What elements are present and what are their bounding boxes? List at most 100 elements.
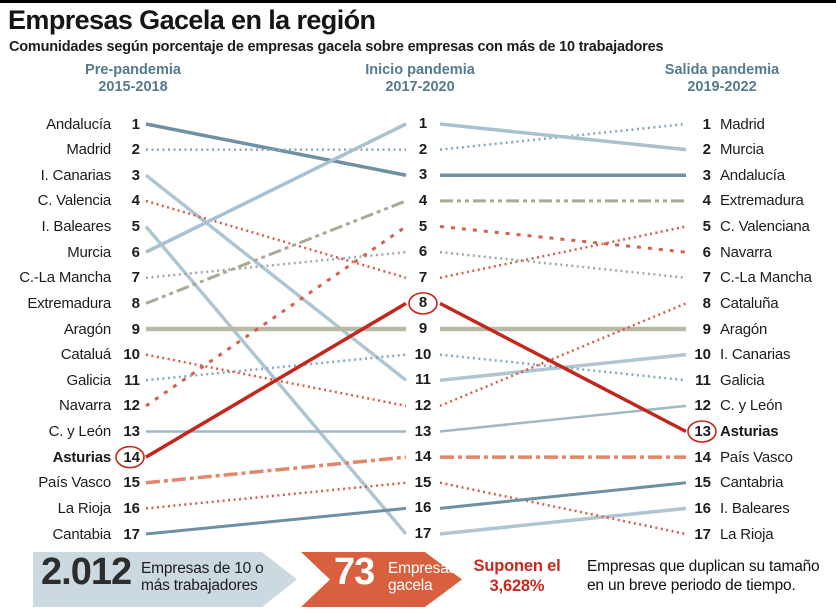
middle-rank-number: 15 (414, 473, 432, 491)
rank-number: 12 (694, 397, 711, 415)
right-rank-row-Extremadura: 4 Extremadura (690, 188, 836, 214)
series-line-Murcia (145, 122, 407, 254)
rank-number: 15 (694, 474, 711, 492)
left-rank-row-Cataluña: Cataluá 10 (0, 342, 140, 368)
middle-rank-number: 3 (418, 166, 428, 184)
right-rank-row-C. y León: 12 C. y León (690, 393, 836, 419)
series-line-C. Valenciana (439, 225, 687, 279)
middle-rank-number: 16 (414, 499, 432, 517)
right-rank-row-C. Valenciana: 5 C. Valenciana (690, 214, 836, 240)
region-label: Cantabria (720, 474, 784, 492)
right-rank-row-C.-La Mancha: 7 C.-La Mancha (690, 265, 836, 291)
left-rank-row-C. Valenciana: C. Valencia 4 (0, 188, 140, 214)
column-header-pre: Pre-pandemia 2015-2018 (48, 62, 218, 96)
column-label: Salida pandemia (664, 62, 780, 78)
rank-number: 6 (702, 243, 711, 261)
left-rank-row-La Rioja: La Rioja 16 (0, 495, 140, 521)
highlight-circle (408, 292, 438, 315)
middle-rank-number: 9 (418, 320, 428, 337)
middle-rank-number: 11 (415, 371, 431, 389)
region-label: Asturias (720, 423, 779, 440)
rank-number: 16 (694, 499, 711, 517)
page-subtitle: Comunidades según porcentaje de empresas… (9, 39, 664, 55)
gazelle-count-label: Empresas gacela (388, 560, 457, 595)
rank-number: 11 (124, 371, 140, 389)
region-label: I. Canarias (720, 346, 791, 364)
region-label: Cataluña (720, 294, 779, 312)
column-label: Inicio pandemia (365, 62, 475, 78)
middle-rank-number: 2 (418, 140, 428, 158)
region-label: Murcia (720, 141, 764, 159)
left-rank-row-Cantabria: Cantabia 17 (0, 521, 140, 547)
region-label: Asturias (52, 448, 112, 466)
rank-number: 6 (131, 243, 140, 261)
middle-rank-number: 13 (414, 422, 432, 440)
region-label: La Rioja (57, 499, 112, 517)
region-label: Cantabia (52, 525, 112, 543)
series-line-Cantabria (145, 506, 407, 536)
region-label: Galicia (720, 371, 765, 389)
region-label: C. Valenciana (720, 218, 810, 235)
region-label: Aragón (720, 320, 768, 338)
series-line-Cantabria (439, 481, 687, 510)
rank-number: 7 (131, 269, 140, 287)
middle-rank-number: 10 (414, 345, 432, 363)
series-line-Asturias (145, 301, 407, 459)
region-label: I. Baleares (720, 499, 790, 517)
rank-number: 4 (702, 192, 711, 210)
right-rank-row-Andalucía: 3 Andalucía (690, 162, 836, 188)
region-label: Andalucía (46, 115, 111, 133)
region-label: Navarra (59, 397, 111, 415)
middle-rank-number: 5 (418, 217, 428, 235)
middle-rank-number: 7 (418, 268, 428, 286)
rank-number: 9 (131, 320, 140, 338)
column-years: 2017-2020 (385, 79, 455, 96)
right-rank-row-Madrid: 1 Madrid (690, 111, 836, 137)
region-label: País Vasco (38, 474, 111, 492)
left-rank-row-Galicia: Galicia 11 (0, 367, 140, 393)
rank-number: 3 (702, 166, 711, 184)
right-rank-row-Cataluña: 8 Cataluña (690, 290, 836, 316)
region-label: I. Canarias (40, 166, 112, 184)
region-label: Andalucía (720, 166, 785, 184)
region-label: Extremadura (27, 294, 111, 312)
middle-rank-number: 12 (414, 396, 432, 414)
middle-rank-number: 8 (418, 294, 428, 312)
region-label: La Rioja (720, 525, 774, 543)
rank-number: 5 (131, 218, 140, 235)
middle-rank-number: 14 (414, 448, 432, 466)
rank-number: 1 (131, 115, 140, 133)
right-rank-row-I. Canarias: 10 I. Canarias (690, 342, 836, 368)
share-percentage: Suponen el 3,628% (473, 557, 561, 595)
series-line-Murcia (439, 122, 687, 152)
left-rank-row-I. Baleares: I. Baleares 5 (0, 214, 140, 240)
left-rank-row-I. Canarias: I. Canarias 3 (0, 162, 140, 188)
series-line-Asturias (439, 301, 687, 434)
series-line-Andalucía (145, 122, 407, 177)
rank-number: 4 (131, 192, 140, 210)
rank-number: 13 (694, 423, 711, 440)
highlight-circle (687, 420, 717, 443)
column-header-salida: Salida pandemia 2019-2022 (637, 62, 807, 96)
region-label: C. y León (48, 423, 112, 440)
middle-rank-number: 1 (418, 115, 428, 132)
region-label: Aragón (63, 320, 111, 338)
rank-number: 3 (131, 166, 140, 184)
rank-number: 12 (123, 397, 140, 415)
right-rank-row-I. Baleares: 16 I. Baleares (690, 495, 836, 521)
page-title: Empresas Gacela en la región (8, 5, 376, 35)
rank-number: 10 (694, 346, 711, 364)
rank-number: 7 (702, 269, 711, 287)
series-line-Navarra (145, 225, 407, 408)
region-label: I. Baleares (41, 218, 111, 235)
rank-number: 13 (123, 423, 140, 440)
series-line-C. Valenciana (145, 199, 407, 279)
gazelle-definition-note: Empresas que duplican su tamaño en un br… (587, 558, 820, 595)
rank-number: 11 (695, 371, 711, 389)
middle-rank-number: 4 (418, 191, 428, 209)
region-label: Murcia (67, 243, 111, 261)
region-label: Madrid (66, 141, 111, 159)
column-label: Pre-pandemia (85, 62, 181, 78)
series-line-Extremadura (145, 199, 407, 305)
